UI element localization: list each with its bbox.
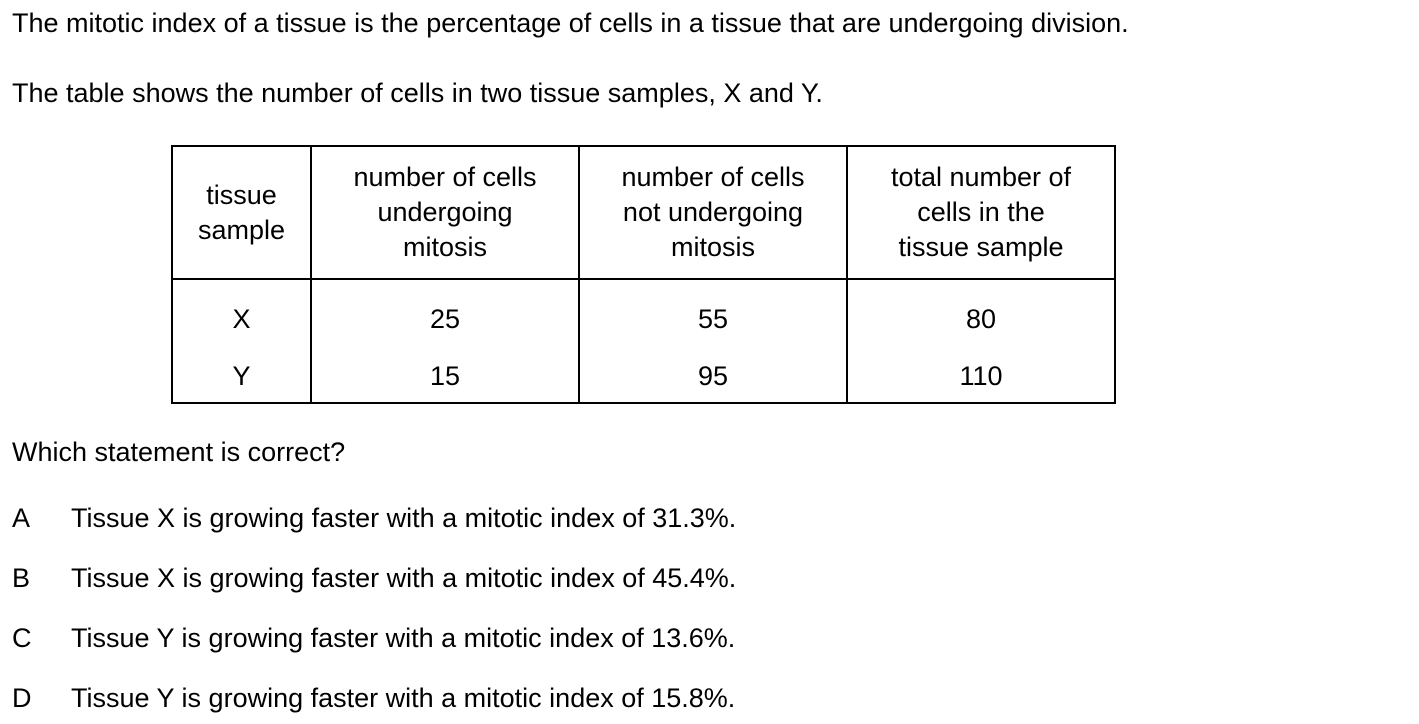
header-line: not undergoing bbox=[622, 197, 804, 227]
header-total-cells: total number of cells in the tissue samp… bbox=[846, 146, 1116, 280]
option-letter: B bbox=[12, 563, 31, 593]
option-text: Tissue Y is growing faster with a mitoti… bbox=[71, 683, 736, 713]
cell-undergoing: 25 bbox=[310, 279, 580, 354]
option-letter: A bbox=[12, 503, 31, 533]
intro-text: The mitotic index of a tissue is the per… bbox=[12, 8, 1129, 38]
answer-option-a[interactable]: A Tissue X is growing faster with a mitot… bbox=[12, 502, 736, 534]
header-tissue-sample: tissue sample bbox=[171, 146, 312, 280]
header-cells-undergoing-mitosis: number of cells undergoing mitosis bbox=[310, 146, 580, 280]
option-letter: C bbox=[12, 623, 32, 653]
cell-not-undergoing: 55 bbox=[578, 279, 848, 354]
answer-option-d[interactable]: D Tissue Y is growing faster with a mitot… bbox=[12, 682, 735, 714]
header-line: tissue sample bbox=[898, 232, 1064, 262]
table-header-row: tissue sample number of cells undergoing… bbox=[171, 146, 1116, 280]
header-line: mitosis bbox=[402, 232, 487, 262]
option-letter: D bbox=[12, 683, 32, 713]
option-text: Tissue X is growing faster with a mitoti… bbox=[71, 563, 737, 593]
header-cells-not-undergoing-mitosis: number of cells not undergoing mitosis bbox=[578, 146, 848, 280]
cell-undergoing: 15 bbox=[310, 354, 580, 403]
header-line: tissue bbox=[206, 179, 277, 210]
question-text: Which statement is correct? bbox=[12, 437, 346, 467]
option-text: Tissue Y is growing faster with a mitoti… bbox=[71, 623, 736, 653]
answer-option-b[interactable]: B Tissue X is growing faster with a mitot… bbox=[12, 562, 736, 594]
header-line: number of cells bbox=[621, 162, 805, 192]
header-line: total number of bbox=[890, 162, 1072, 192]
table-caption: The table shows the number of cells in t… bbox=[12, 78, 823, 108]
cell-sample: Y bbox=[171, 354, 312, 403]
cell-total: 80 bbox=[846, 279, 1116, 354]
header-line: number of cells bbox=[353, 162, 537, 192]
header-line: undergoing bbox=[377, 197, 513, 227]
table-row: Y 15 95 110 bbox=[171, 354, 1116, 403]
cell-sample: X bbox=[171, 279, 312, 354]
tissue-sample-table: tissue sample number of cells undergoing… bbox=[171, 145, 1116, 404]
header-line: cells in the bbox=[917, 197, 1045, 227]
header-line: sample bbox=[197, 214, 286, 245]
cell-total: 110 bbox=[846, 354, 1116, 403]
cell-not-undergoing: 95 bbox=[578, 354, 848, 403]
option-text: Tissue X is growing faster with a mitoti… bbox=[71, 503, 737, 533]
table-row: X 25 55 80 bbox=[171, 279, 1116, 354]
header-line: mitosis bbox=[670, 232, 755, 262]
answer-option-c[interactable]: C Tissue Y is growing faster with a mitot… bbox=[12, 622, 735, 654]
